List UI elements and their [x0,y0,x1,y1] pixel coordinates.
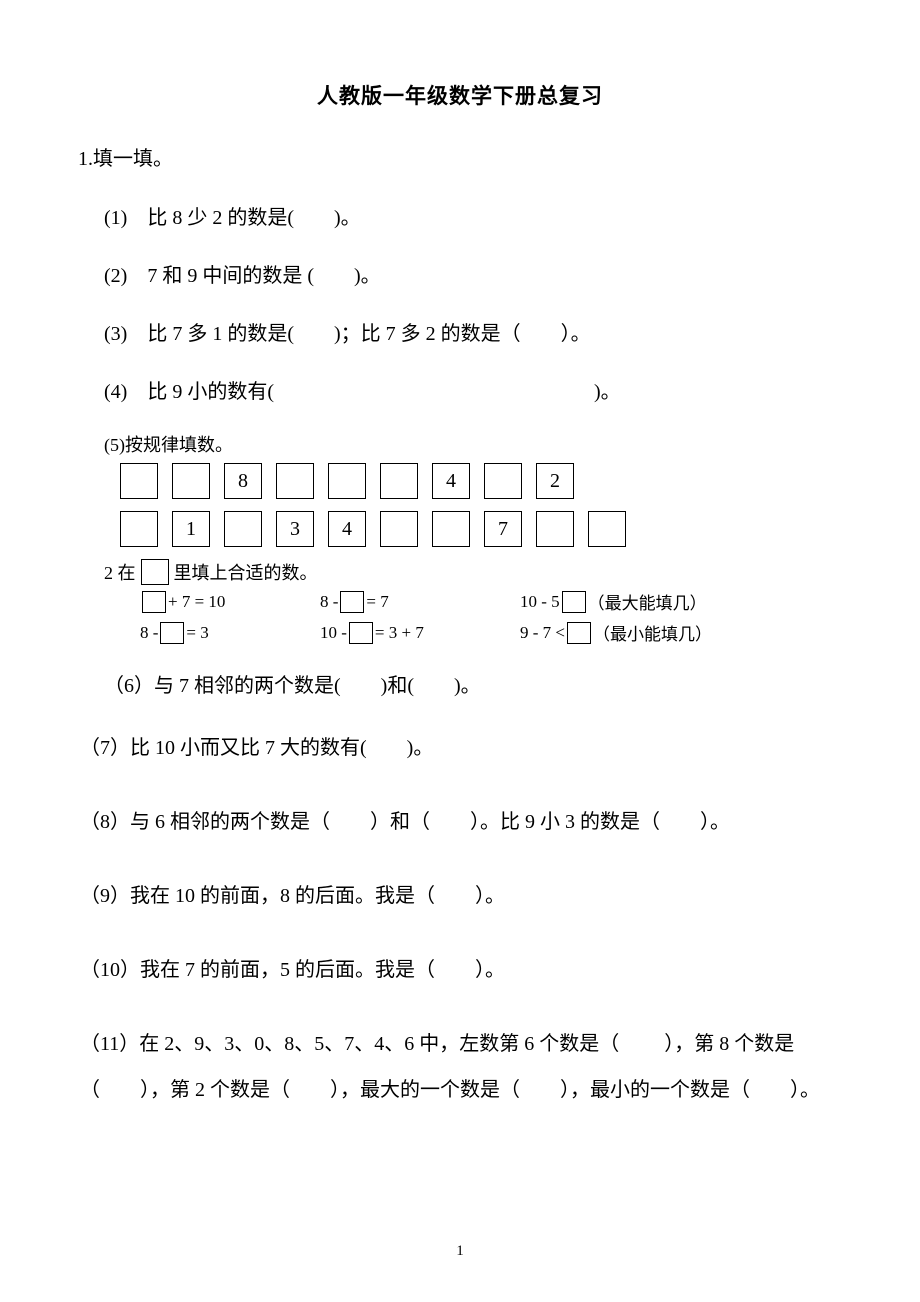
eq-note: （最大能填几） [588,589,707,614]
eq-text: + 7 = 10 [168,592,225,612]
pattern-box: 4 [328,511,366,547]
pattern-box [484,463,522,499]
blank-box-icon [567,622,591,644]
question-7: （7）比 10 小而又比 7 大的数有( )。 [80,725,840,771]
equation-b1: 8 - = 7 [320,591,510,613]
pattern-box [536,511,574,547]
equation-b2: 10 - = 3 + 7 [320,622,510,644]
equation-a2: 8 - = 3 [140,622,310,644]
pattern-box: 1 [172,511,210,547]
worksheet-page: 人教版一年级数学下册总复习 1.填一填。 (1) 比 8 少 2 的数是( )。… [0,0,920,1181]
pattern-box [276,463,314,499]
question-4: (4) 比 9 小的数有( )。 [104,373,840,411]
equation-c2: 9 - 7 < （最小能填几） [520,620,770,645]
pattern-box [172,463,210,499]
pattern-box [588,511,626,547]
q2-text-post: 里填上合适的数。 [174,559,318,585]
pattern-box [380,511,418,547]
blank-box-icon [142,591,166,613]
question-1: (1) 比 8 少 2 的数是( )。 [104,199,840,237]
question-10: （10）我在 7 的前面，5 的后面。我是（ ）。 [80,947,840,993]
pattern-box [432,511,470,547]
equation-c1: 10 - 5 （最大能填几） [520,589,770,614]
question-11: （11）在 2、9、3、0、8、5、7、4、6 中，左数第 6 个数是（ ），第… [80,1021,840,1113]
eq-text: 10 - [320,623,347,643]
question-8: （8）与 6 相邻的两个数是（ ）和（ ）。比 9 小 3 的数是（ ）。 [80,799,840,845]
pattern-box [380,463,418,499]
pattern-box: 3 [276,511,314,547]
page-number: 1 [0,1243,920,1260]
subquestion-2-area: 2 在 里填上合适的数。 + 7 = 10 8 - = 7 10 - 5 [104,559,840,645]
q2-text-pre: 2 在 [104,559,136,585]
pattern-box: 7 [484,511,522,547]
question-5-area: (5)按规律填数。 8 4 2 1 3 4 7 2 在 [104,431,840,645]
eq-note: （最小能填几） [593,620,712,645]
eq-text: = 7 [366,592,388,612]
equation-a1: + 7 = 10 [140,591,310,613]
pattern-box [120,463,158,499]
pattern-box [120,511,158,547]
question-6: （6）与 7 相邻的两个数是( )和( )。 [104,667,840,705]
equations-grid: + 7 = 10 8 - = 7 10 - 5 （最大能填几） 8 - = 3 [140,589,840,645]
pattern-box [328,463,366,499]
pattern-box: 2 [536,463,574,499]
pattern-box: 8 [224,463,262,499]
page-title: 人教版一年级数学下册总复习 [80,80,840,110]
question-5-label: (5)按规律填数。 [104,431,840,457]
blank-box-icon [340,591,364,613]
eq-text: 8 - [140,623,158,643]
question-2: (2) 7 和 9 中间的数是 ( )。 [104,257,840,295]
question-9: （9）我在 10 的前面，8 的后面。我是（ ）。 [80,873,840,919]
section-1-heading: 1.填一填。 [78,142,840,171]
pattern-box: 4 [432,463,470,499]
pattern-box [224,511,262,547]
eq-text: = 3 + 7 [375,623,424,643]
eq-text: = 3 [186,623,208,643]
eq-text: 9 - 7 < [520,623,565,643]
blank-box-icon [141,559,169,585]
question-3: (3) 比 7 多 1 的数是( )；比 7 多 2 的数是（ ）。 [104,315,840,353]
blank-box-icon [349,622,373,644]
eq-text: 10 - 5 [520,592,560,612]
eq-text: 8 - [320,592,338,612]
pattern-row-1: 8 4 2 [120,463,840,499]
blank-box-icon [160,622,184,644]
subquestion-2-heading: 2 在 里填上合适的数。 [104,559,840,585]
pattern-row-2: 1 3 4 7 [120,511,840,547]
blank-box-icon [562,591,586,613]
